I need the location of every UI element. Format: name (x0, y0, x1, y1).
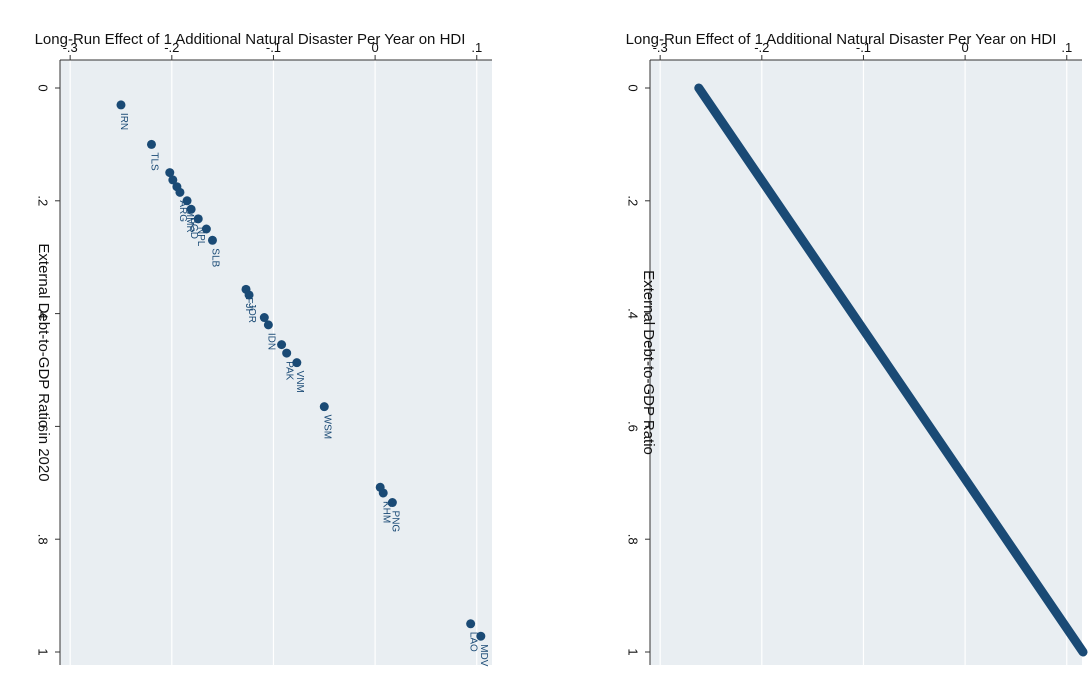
y-axis-title: External Debt-to-GDP Ratio (640, 270, 657, 455)
point-label: MMR (184, 209, 195, 233)
data-point (146, 139, 156, 149)
x-tick-label: -.3 (653, 40, 668, 55)
point-label: TLS (148, 152, 159, 171)
data-point (263, 320, 273, 330)
data-point (165, 168, 175, 178)
data-point (201, 224, 211, 234)
plot-area (650, 60, 1082, 665)
point-label: SLB (209, 248, 220, 267)
data-point (292, 358, 302, 368)
point-label: NPL (195, 227, 206, 247)
point-label: IDN (265, 333, 276, 350)
point-label: JOR (246, 303, 257, 323)
y-tick-label: 1 (626, 648, 641, 655)
y-axis-title: External Debt-to-GDP Ratio in 2020 (35, 243, 52, 481)
data-point (378, 488, 388, 498)
data-point (168, 175, 178, 185)
point-label: FJI (243, 297, 254, 311)
data-point (186, 204, 196, 214)
y-tick-label: .6 (626, 421, 641, 432)
data-point (193, 214, 203, 224)
point-label: BGD (188, 217, 199, 239)
x-tick-label: 0 (961, 40, 968, 55)
x-axis-title: Long-Run Effect of 1 Additional Natural … (626, 31, 1057, 48)
x-axis-title: Long-Run Effect of 1 Additional Natural … (35, 31, 466, 48)
data-point (387, 498, 397, 508)
y-tick-label: .2 (626, 195, 641, 206)
y-tick-label: .6 (36, 421, 51, 432)
x-tick-label: -.1 (266, 40, 281, 55)
y-tick-label: 0 (626, 84, 641, 91)
point-label: PAK (284, 361, 295, 381)
y-tick-label: 1 (36, 648, 51, 655)
y-tick-label: .2 (36, 195, 51, 206)
point-label: ARG (177, 200, 188, 222)
data-point (466, 619, 476, 629)
point-label: WSM (321, 415, 332, 439)
left-chart: -.3 -.2 -.1 0 .1 0 .2 .4 .6 .8 1 Long-Run Effect of… (35, 31, 492, 667)
y-tick-label: 0 (36, 84, 51, 91)
point-label: MDV (478, 644, 489, 667)
point-label: KHM (380, 501, 391, 523)
x-tick-label: 0 (371, 40, 378, 55)
data-point (175, 187, 185, 197)
x-tick-label: .1 (471, 40, 482, 55)
point-label: VNM (294, 371, 305, 393)
y-tick-label: .4 (36, 308, 51, 319)
data-point (182, 196, 192, 206)
data-point (319, 402, 329, 412)
data-point (207, 235, 217, 245)
data-point (277, 340, 287, 350)
x-tick-label: -.3 (63, 40, 78, 55)
fitted-line (694, 83, 1088, 657)
x-tick-label: -.2 (164, 40, 179, 55)
point-label: PNG (389, 511, 400, 533)
data-point (244, 290, 254, 300)
y-tick-label: .8 (626, 534, 641, 545)
data-point (116, 100, 126, 110)
x-tick-label: -.2 (754, 40, 769, 55)
data-point (259, 313, 269, 323)
point-label: IRN (118, 113, 129, 130)
x-tick-label: -.1 (856, 40, 871, 55)
y-tick-label: .8 (36, 534, 51, 545)
x-tick-label: .1 (1061, 40, 1072, 55)
y-tick-label: .4 (626, 308, 641, 319)
data-point (476, 631, 486, 641)
plot-area (60, 60, 492, 665)
point-label: LAO (468, 632, 479, 652)
data-point (282, 348, 292, 358)
